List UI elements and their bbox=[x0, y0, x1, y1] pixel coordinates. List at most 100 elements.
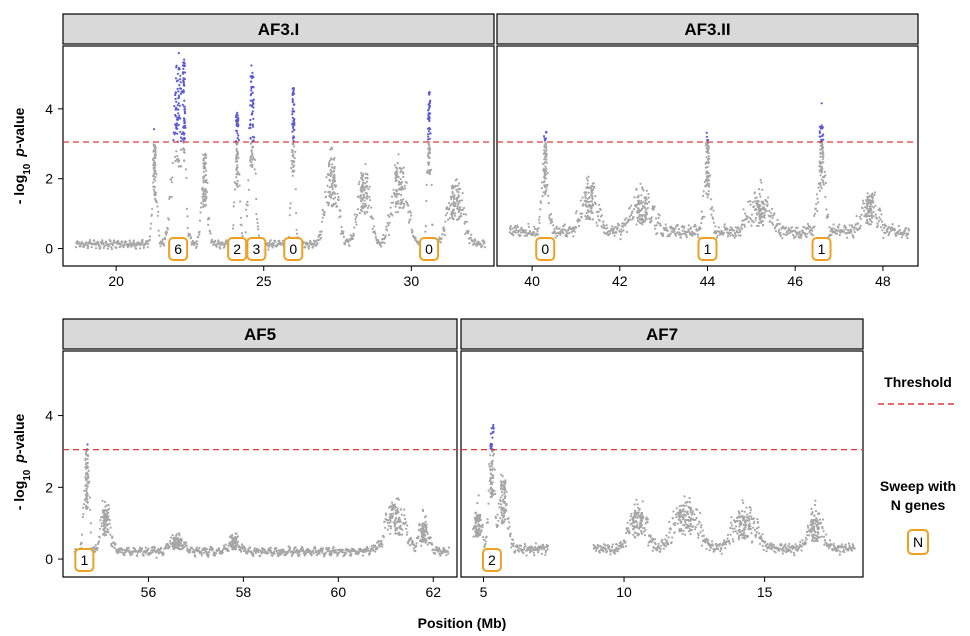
data-point bbox=[183, 71, 187, 74]
data-point bbox=[863, 209, 866, 212]
data-point bbox=[643, 534, 647, 537]
data-point bbox=[477, 494, 480, 497]
data-point bbox=[249, 126, 252, 129]
data-point bbox=[384, 234, 387, 237]
data-point bbox=[396, 162, 399, 165]
data-point bbox=[253, 168, 256, 171]
data-point bbox=[324, 190, 327, 194]
data-point bbox=[394, 211, 398, 214]
data-point bbox=[294, 188, 297, 191]
data-point bbox=[84, 463, 87, 466]
data-point bbox=[658, 214, 661, 217]
data-point bbox=[657, 216, 660, 220]
data-point bbox=[114, 542, 117, 546]
data-point bbox=[862, 202, 865, 205]
data-point bbox=[183, 137, 186, 140]
data-point bbox=[321, 549, 324, 552]
data-point bbox=[745, 513, 749, 516]
data-point bbox=[292, 136, 295, 139]
data-point bbox=[728, 228, 731, 232]
data-point bbox=[251, 91, 254, 94]
data-point bbox=[828, 226, 831, 229]
sweep-box bbox=[419, 237, 440, 261]
data-point bbox=[100, 525, 103, 528]
data-point bbox=[668, 531, 671, 534]
data-point bbox=[293, 164, 296, 167]
data-point bbox=[640, 199, 643, 202]
data-point bbox=[592, 182, 595, 185]
data-point bbox=[365, 180, 369, 183]
data-point bbox=[216, 243, 219, 246]
data-point bbox=[629, 519, 632, 522]
data-point bbox=[707, 179, 711, 182]
data-point bbox=[447, 202, 451, 205]
data-point bbox=[814, 207, 817, 210]
data-point bbox=[757, 526, 760, 529]
data-point bbox=[869, 214, 873, 218]
data-point bbox=[358, 212, 361, 215]
data-point bbox=[292, 155, 295, 158]
data-point bbox=[426, 543, 429, 546]
data-point bbox=[387, 519, 390, 522]
data-point bbox=[81, 533, 84, 536]
data-point bbox=[402, 202, 405, 205]
data-point bbox=[656, 549, 659, 552]
data-point bbox=[587, 201, 590, 204]
data-point bbox=[756, 199, 759, 202]
data-point bbox=[104, 517, 107, 520]
data-point bbox=[457, 195, 460, 198]
data-point bbox=[310, 554, 313, 557]
data-point bbox=[678, 231, 681, 234]
data-point bbox=[249, 546, 252, 549]
data-point bbox=[907, 232, 910, 235]
data-point bbox=[780, 543, 783, 546]
data-point bbox=[142, 246, 145, 249]
data-point bbox=[402, 175, 405, 179]
data-point bbox=[456, 184, 459, 187]
data-point bbox=[110, 246, 113, 249]
data-point bbox=[450, 210, 453, 214]
data-point bbox=[867, 214, 870, 217]
data-point bbox=[144, 546, 147, 549]
data-point bbox=[176, 87, 179, 90]
data-point bbox=[821, 148, 824, 151]
data-point bbox=[171, 545, 174, 549]
data-point bbox=[801, 229, 805, 232]
data-point bbox=[382, 536, 385, 539]
data-point bbox=[878, 207, 881, 210]
data-point bbox=[890, 226, 894, 229]
data-point bbox=[820, 102, 823, 105]
data-point bbox=[107, 516, 110, 519]
data-point bbox=[539, 208, 542, 211]
data-point bbox=[478, 241, 481, 244]
data-point bbox=[659, 548, 662, 551]
data-point bbox=[817, 201, 820, 204]
data-point bbox=[236, 185, 239, 188]
data-point bbox=[250, 64, 253, 67]
data-point bbox=[512, 234, 515, 237]
data-point bbox=[861, 207, 864, 210]
data-point bbox=[369, 550, 372, 553]
data-point bbox=[822, 161, 825, 164]
data-point bbox=[591, 197, 594, 200]
data-point bbox=[729, 533, 732, 536]
data-point bbox=[200, 202, 203, 205]
data-point bbox=[545, 184, 548, 187]
data-point bbox=[794, 229, 797, 232]
data-point bbox=[123, 244, 126, 247]
sweep-gene-count: 0 bbox=[289, 241, 297, 257]
data-point bbox=[251, 99, 254, 103]
data-point bbox=[745, 506, 748, 509]
data-point bbox=[906, 237, 909, 240]
data-point bbox=[604, 227, 607, 230]
data-point bbox=[395, 196, 398, 199]
data-point bbox=[204, 174, 207, 177]
data-point bbox=[763, 214, 766, 217]
data-point bbox=[159, 245, 162, 248]
data-point bbox=[715, 542, 718, 546]
data-point bbox=[268, 244, 271, 247]
data-point bbox=[241, 234, 244, 238]
data-point bbox=[710, 198, 713, 201]
data-point bbox=[179, 81, 182, 84]
data-point bbox=[364, 177, 367, 180]
